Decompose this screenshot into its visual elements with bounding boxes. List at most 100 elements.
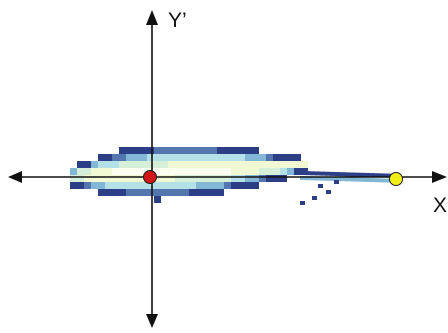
blob-cell	[105, 168, 112, 175]
blob-cell	[168, 189, 175, 196]
end-point-marker	[389, 172, 403, 186]
blob-cell	[175, 189, 182, 196]
blob-tail-cell	[350, 172, 355, 177]
blob-cell	[70, 175, 77, 182]
blob-cell	[133, 168, 140, 175]
blob-cell	[112, 189, 119, 196]
blob-tail-cell	[310, 171, 315, 176]
blob-cell	[70, 182, 77, 189]
blob-tail-cell	[370, 178, 375, 183]
blob-cell	[112, 168, 119, 175]
blob-cell	[210, 182, 217, 189]
blob-cell	[112, 175, 119, 182]
blob-tail-cell	[365, 172, 370, 177]
blob-cell	[105, 154, 112, 161]
blob-cell	[133, 175, 140, 182]
blob-cell	[231, 168, 238, 175]
blob-cell	[203, 189, 210, 196]
blob-cell	[119, 182, 126, 189]
blob-tail-cell	[350, 177, 355, 182]
blob-cell	[238, 182, 245, 189]
blob-cell	[119, 161, 126, 168]
blob-cell	[126, 175, 133, 182]
blob-tail-cell	[385, 173, 390, 178]
blob-cell	[252, 161, 259, 168]
blob-cell	[119, 147, 126, 154]
blob-tail-cell	[300, 171, 305, 175]
blob-cell	[154, 154, 161, 161]
blob-fragment	[334, 180, 339, 184]
blob-fragment	[326, 190, 331, 194]
blob-cell	[196, 161, 203, 168]
blob-cell	[161, 182, 168, 189]
blob-cell	[203, 175, 210, 182]
blob-cell	[105, 161, 112, 168]
blob-cell	[273, 175, 280, 182]
blob-cell	[217, 147, 224, 154]
blob-cell	[168, 147, 175, 154]
origin-marker	[143, 170, 157, 184]
blob-cell	[196, 168, 203, 175]
blob-tail-cell	[330, 171, 335, 176]
blob-cell	[105, 175, 112, 182]
blob-cell	[140, 182, 147, 189]
blob-cell	[126, 182, 133, 189]
blob-tail-cell	[345, 177, 350, 182]
blob-cell	[175, 182, 182, 189]
blob-cell	[161, 154, 168, 161]
blob-cell	[84, 168, 91, 175]
blob-cell	[224, 168, 231, 175]
blob-cell	[252, 175, 259, 182]
blob-cell	[238, 175, 245, 182]
blob-cell	[245, 147, 252, 154]
blob-cell	[252, 168, 259, 175]
blob-cell	[231, 175, 238, 182]
blob-tail-cell	[380, 178, 385, 183]
blob-fragment	[318, 184, 323, 188]
blob-cell	[287, 161, 294, 168]
blob-cell	[133, 189, 140, 196]
blob-cell	[98, 175, 105, 182]
blob-cell	[203, 161, 210, 168]
blob-tail-cell	[375, 178, 380, 183]
blob-tail-cell	[305, 176, 310, 181]
blob-cell	[140, 168, 147, 175]
blob-cell	[217, 168, 224, 175]
blob-cell	[119, 189, 126, 196]
blob-cell	[217, 189, 224, 196]
blob-tail-cell	[340, 177, 345, 182]
blob-cell	[133, 182, 140, 189]
blob-tail-cell	[315, 171, 320, 176]
blob-cell	[280, 168, 287, 175]
blob-cell	[119, 175, 126, 182]
blob-cell	[119, 154, 126, 161]
blob-cell	[266, 161, 273, 168]
blob-cell	[294, 168, 301, 175]
blob-cell	[252, 147, 259, 154]
blob-cell	[210, 168, 217, 175]
blob-cell	[175, 161, 182, 168]
blob-cell	[224, 147, 231, 154]
blob-cell	[168, 161, 175, 168]
blob-cell	[126, 147, 133, 154]
blob-tail-cell	[345, 172, 350, 177]
blob-cell	[203, 168, 210, 175]
blob-tail-cell	[375, 173, 380, 178]
blob-cell	[77, 175, 84, 182]
blob-cell	[280, 175, 287, 182]
blob-tail-cell	[380, 173, 385, 178]
blob-cell	[210, 147, 217, 154]
blob-cell	[168, 175, 175, 182]
blob-cell	[112, 154, 119, 161]
blob-cell	[98, 154, 105, 161]
blob-tail-cell	[355, 177, 360, 182]
blob-cell	[210, 161, 217, 168]
blob-cell	[273, 168, 280, 175]
blob-tail-cell	[360, 177, 365, 182]
blob-cell	[259, 175, 266, 182]
blob-cell	[259, 168, 266, 175]
blob-cell	[280, 161, 287, 168]
blob-cell	[245, 154, 252, 161]
blob-cell	[154, 161, 161, 168]
blob-tail-cell	[385, 178, 390, 183]
